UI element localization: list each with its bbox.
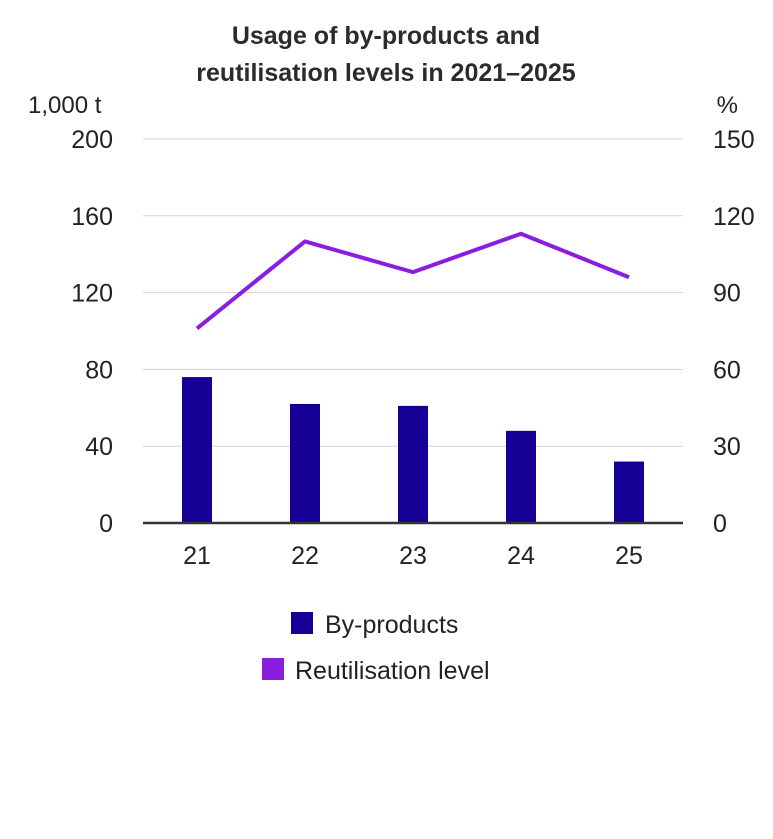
x-tick-label: 24	[507, 542, 535, 570]
right-tick-label: 150	[713, 126, 755, 154]
right-tick-label: 30	[713, 433, 741, 461]
right-tick-label: 60	[713, 356, 741, 384]
x-axis-ticks: 21 22 23 24 25	[183, 542, 643, 570]
right-axis-ticks: 0 30 60 90 120 150	[713, 126, 755, 538]
legend-label-reutilisation-level: Reutilisation level	[295, 657, 490, 685]
gridlines	[143, 138, 683, 447]
x-tick-label: 25	[615, 542, 643, 570]
left-tick-label: 200	[71, 126, 113, 154]
left-tick-label: 80	[85, 356, 113, 384]
left-tick-label: 40	[85, 433, 113, 461]
legend-swatch-by-products	[291, 612, 313, 634]
left-tick-label: 120	[71, 280, 113, 308]
left-axis-unit: 1,000 t	[28, 92, 102, 119]
right-tick-label: 90	[713, 280, 741, 308]
left-tick-label: 160	[71, 203, 113, 231]
reutilisation-line-series	[195, 231, 630, 330]
chart-title-line-1: Usage of by-products and	[232, 22, 540, 50]
line-reutilisation-level	[195, 231, 630, 330]
chart-title-line-2: reutilisation levels in 2021–2025	[196, 59, 575, 87]
x-tick-label: 21	[183, 542, 211, 570]
right-tick-label: 0	[713, 510, 727, 538]
legend: By-products Reutilisation level	[262, 611, 490, 685]
x-tick-label: 22	[291, 542, 319, 570]
bar-by-products	[614, 461, 644, 523]
bar-by-products	[506, 430, 536, 523]
legend-swatch-reutilisation-level	[262, 658, 284, 680]
right-axis-unit: %	[717, 92, 738, 119]
by-products-bars	[182, 377, 644, 523]
legend-label-by-products: By-products	[325, 611, 458, 639]
x-tick-label: 23	[399, 542, 427, 570]
bar-by-products	[182, 377, 212, 523]
left-axis-ticks: 0 40 80 120 160 200	[71, 126, 113, 538]
bar-by-products	[290, 403, 320, 523]
right-tick-label: 120	[713, 203, 755, 231]
left-tick-label: 0	[99, 510, 113, 538]
bar-by-products	[398, 405, 428, 523]
